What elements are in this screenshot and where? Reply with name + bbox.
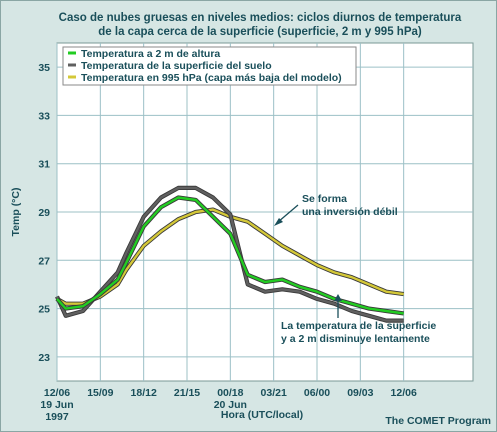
x-tick-label: 00/18 xyxy=(217,387,243,399)
y-axis-label: Temp (°C) xyxy=(10,188,22,237)
annotation-cooling-arrowhead xyxy=(334,294,342,301)
series-line-2m xyxy=(56,196,404,315)
x-tick-label: 18/12 xyxy=(131,387,157,399)
x-axis-label: Hora (UTC/local) xyxy=(221,409,303,421)
x-tick-label: 03/21 xyxy=(261,387,287,399)
y-tick-label: 23 xyxy=(38,352,50,364)
x-tick-label: 12/06 xyxy=(44,387,70,399)
legend: Temperatura a 2 m de altura Temperatura … xyxy=(62,46,357,86)
x-tick-label: 21/15 xyxy=(174,387,200,399)
annotation-inversion-arrow xyxy=(277,204,299,223)
y-tick-label: 35 xyxy=(38,62,50,74)
series-line-995 xyxy=(56,208,404,305)
legend-swatch-suelo xyxy=(68,63,76,67)
y-tick-label: 33 xyxy=(38,110,50,122)
x-tick-label: 06/00 xyxy=(304,387,330,399)
legend-swatch-995 xyxy=(68,75,76,79)
legend-box xyxy=(62,46,357,86)
x-tick-date: 19 Jun xyxy=(40,399,73,411)
legend-label-suelo: Temperatura de la superficie del suelo xyxy=(81,60,272,72)
legend-label-2m: Temperatura a 2 m de altura xyxy=(81,48,220,60)
x-tick-label: 15/09 xyxy=(87,387,113,399)
y-tick-label: 27 xyxy=(38,255,50,267)
grid xyxy=(56,43,473,381)
x-tick-label: 12/06 xyxy=(391,387,417,399)
annotation-inversion-line2: una inversión débil xyxy=(302,206,398,218)
x-tick-label: 09/03 xyxy=(347,387,373,399)
annotation-cooling: La temperatura de la superficie y a 2 m … xyxy=(281,294,436,345)
series-group xyxy=(55,185,404,323)
annotation-inversion-line1: Se forma xyxy=(302,193,347,205)
annotation-inversion-arrowhead xyxy=(274,218,283,226)
annotation-inversion: Se forma una inversión débil xyxy=(274,193,398,226)
y-tick-label: 31 xyxy=(38,159,50,171)
legend-label-995: Temperatura en 995 hPa (capa más baja de… xyxy=(81,72,342,84)
annotation-cooling-line1: La temperatura de la superficie xyxy=(281,320,436,332)
x-tick-year: 1997 xyxy=(45,411,69,423)
x-tick-date: 20 Jun xyxy=(214,399,247,411)
chart-subtitle: de la capa cerca de la superficie (super… xyxy=(98,26,422,38)
annotation-cooling-line2: y a 2 m disminuye lentamente xyxy=(281,333,430,345)
legend-swatch-2m xyxy=(68,51,76,55)
series-line-suelo xyxy=(55,186,404,322)
y-tick-label: 29 xyxy=(38,207,50,219)
chart-title: Caso de nubes gruesas en niveles medios:… xyxy=(59,12,462,24)
credit: The COMET Program xyxy=(385,415,491,427)
y-tick-label: 25 xyxy=(38,304,50,316)
